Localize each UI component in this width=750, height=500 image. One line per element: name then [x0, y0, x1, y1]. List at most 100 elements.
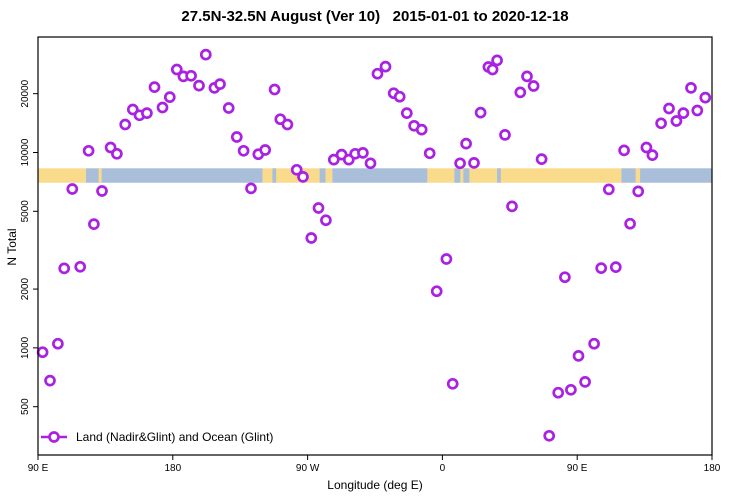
map-band-ocean-segment — [85, 168, 263, 183]
map-band-land-segment — [38, 168, 86, 183]
data-point — [245, 182, 257, 195]
map-band-land-segment — [635, 168, 641, 183]
data-point — [364, 157, 377, 170]
map-band-ocean-segment — [463, 168, 470, 183]
legend-label: Land (Nadir&Glint) and Ocean (Glint) — [76, 430, 273, 444]
data-point — [474, 106, 487, 119]
data-point — [559, 271, 571, 284]
plot-border — [37, 36, 713, 456]
data-point — [268, 83, 281, 96]
data-point — [514, 86, 527, 99]
data-point — [148, 81, 161, 93]
map-band-ocean-segment — [272, 168, 277, 183]
map-band-ocean-segment — [332, 168, 428, 183]
data-point — [320, 214, 332, 227]
data-point — [327, 153, 340, 166]
map-band-ocean-segment — [497, 168, 501, 183]
x-tick-label: 90 E — [567, 463, 588, 474]
data-point — [379, 60, 392, 73]
data-point — [691, 104, 704, 117]
data-point — [297, 171, 309, 183]
x-axis-label: Longitude (deg E) — [327, 478, 423, 492]
data-point — [199, 48, 212, 61]
x-tick-label: 90 E — [28, 463, 49, 474]
data-point — [499, 129, 511, 141]
data-point — [430, 285, 443, 298]
data-point — [290, 163, 303, 176]
data-point — [170, 63, 183, 76]
map-band-land-segment — [98, 168, 102, 183]
data-point — [111, 147, 123, 160]
data-point — [527, 80, 540, 92]
data-point — [685, 82, 697, 94]
data-point — [423, 147, 436, 160]
data-point — [259, 144, 272, 156]
data-point — [185, 69, 197, 82]
data-point — [214, 78, 226, 90]
y-tick-label: 2000 — [20, 278, 31, 301]
data-point — [237, 144, 250, 157]
data-point — [312, 202, 325, 214]
data-point — [400, 107, 413, 119]
data-point — [163, 91, 176, 103]
data-point — [305, 232, 318, 244]
data-point — [96, 185, 108, 197]
data-point — [66, 183, 79, 195]
data-point — [36, 346, 49, 359]
chart-title: 27.5N-32.5N August (Ver 10) 2015-01-01 t… — [181, 8, 569, 25]
data-point — [141, 107, 153, 119]
map-band-ocean-segment — [621, 168, 712, 183]
data-point — [572, 350, 585, 362]
map-band-ocean-segment — [319, 168, 326, 183]
data-point — [491, 54, 503, 67]
data-point — [506, 200, 518, 213]
data-point — [454, 157, 466, 170]
data-point — [663, 102, 675, 115]
data-point — [357, 147, 369, 159]
data-point — [552, 386, 565, 399]
data-point — [609, 261, 622, 273]
x-tick-label: 180 — [164, 463, 181, 474]
map-band-land-segment — [427, 168, 622, 183]
map-band-land-segment — [325, 168, 333, 183]
y-tick-label: 500 — [20, 398, 31, 415]
data-point — [670, 115, 683, 127]
data-point — [82, 144, 95, 157]
y-tick-label: 20000 — [20, 79, 31, 107]
data-point — [44, 374, 56, 387]
data-point — [193, 79, 205, 92]
x-tick-label: 90 W — [296, 463, 320, 474]
data-point — [646, 149, 659, 161]
x-tick-label: 0 — [440, 463, 446, 474]
data-point — [521, 70, 533, 83]
data-point — [535, 153, 548, 165]
data-point — [565, 383, 577, 396]
data-point — [52, 337, 64, 350]
data-point — [655, 117, 667, 130]
y-axis-label: N Total — [5, 228, 19, 266]
y-tick-label: 1000 — [20, 336, 31, 359]
data-point — [74, 260, 87, 273]
data-point — [460, 137, 472, 150]
map-band-ocean-segment — [454, 168, 461, 183]
data-point — [595, 262, 608, 274]
y-tick-label: 10000 — [20, 138, 31, 166]
data-point — [640, 141, 653, 154]
data-point — [156, 101, 169, 114]
data-point — [632, 185, 645, 198]
data-point — [486, 63, 499, 76]
data-point — [588, 337, 600, 350]
data-point — [88, 218, 100, 230]
data-point — [281, 118, 294, 131]
data-point — [119, 118, 132, 131]
data-point — [543, 429, 556, 442]
data-point — [58, 262, 71, 275]
data-point — [677, 107, 690, 119]
data-point — [222, 102, 235, 114]
data-point — [446, 377, 459, 390]
data-point — [230, 131, 243, 143]
data-point — [618, 144, 630, 157]
data-point — [371, 67, 384, 80]
